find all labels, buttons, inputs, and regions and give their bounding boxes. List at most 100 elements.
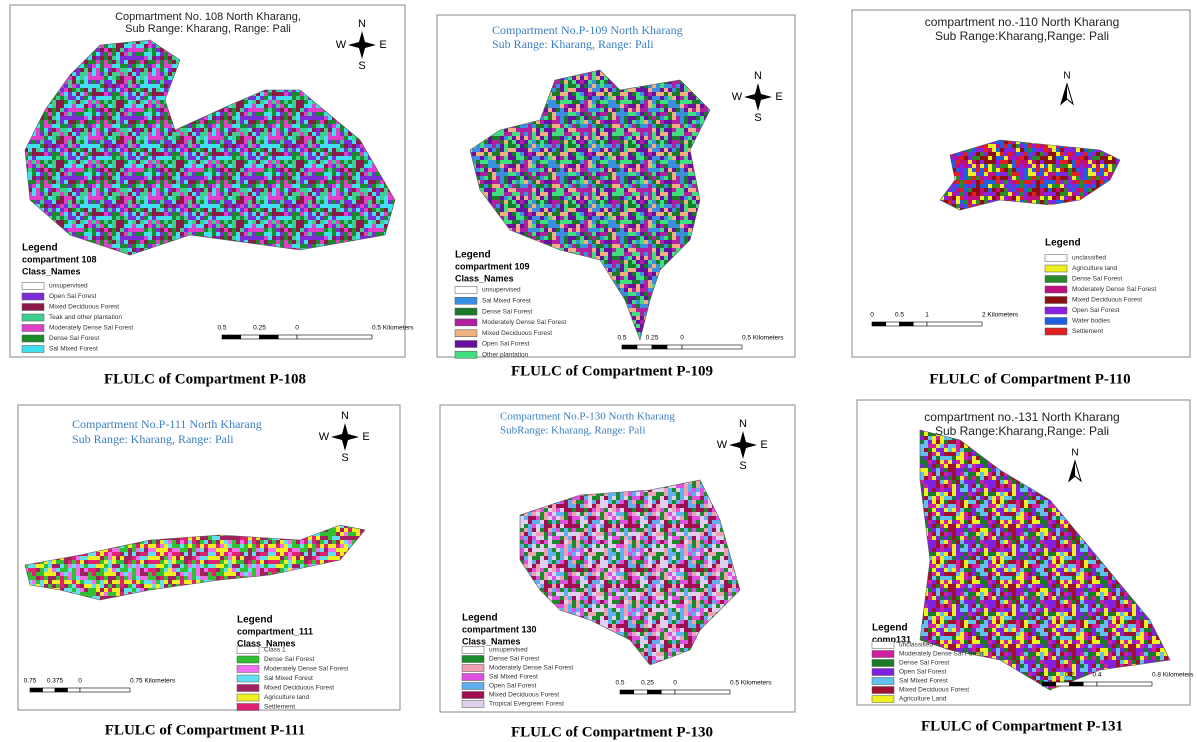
legend-swatch: [1045, 318, 1067, 325]
legend-label: Open Sal Forest: [899, 669, 947, 676]
legend-swatch: [872, 651, 894, 658]
map-title: compartment no.-131 North Kharang: [924, 410, 1119, 424]
scale-label: 2 Kilometers: [982, 312, 1019, 319]
scale-segment: [652, 345, 667, 349]
legend-label: Tropical Evergreen Forest: [489, 701, 564, 708]
scale-segment: [43, 688, 56, 692]
legend-label: Moderately Dense Sal Forest: [899, 651, 983, 658]
legend-swatch: [872, 669, 894, 676]
legend-swatch: [22, 335, 44, 342]
legend-swatch: [462, 656, 484, 663]
legend-swatch: [22, 325, 44, 332]
compass-letter: S: [358, 60, 365, 72]
scale-label: 0.25: [253, 325, 266, 332]
compass-letter: E: [775, 91, 782, 103]
scale-segment: [661, 690, 675, 694]
compass-letter: S: [754, 112, 761, 124]
legend-label: Mixed Deciduous Forest: [899, 687, 969, 694]
legend-swatch: [1045, 265, 1067, 272]
legend-swatch: [22, 314, 44, 321]
scale-segment: [241, 335, 260, 339]
scale-segment: [675, 690, 730, 694]
scale-label: 0: [295, 325, 299, 332]
legend-label: Dense Sal Forest: [489, 656, 539, 663]
scale-label: 0: [78, 678, 82, 685]
legend-swatch: [22, 346, 44, 353]
scale-segment: [1070, 682, 1084, 686]
legend-label: Moderately Dense Sal Forest: [1072, 286, 1156, 293]
legend-layer: compartment 108: [22, 254, 97, 264]
legend-label: Agriculture Land: [899, 696, 947, 703]
scale-label: 0: [1040, 672, 1044, 679]
legend-swatch: [462, 701, 484, 708]
legend-swatch: [1045, 328, 1067, 335]
legend-swatch: [237, 675, 259, 682]
legend-label: Dense Sal Forest: [899, 660, 949, 667]
caption: FLULC of Compartment P-131: [921, 718, 1123, 734]
scale-segment: [927, 322, 982, 326]
scale-label: 1: [925, 312, 929, 319]
scale-label: 0.2: [1065, 672, 1074, 679]
legend-label: Mixed Deciduous Forest: [489, 692, 559, 699]
legend-label: unclassified: [1072, 255, 1106, 262]
map-title: SubRange: Kharang, Range: Pali: [500, 425, 645, 437]
caption: FLULC of Compartment P-109: [511, 363, 713, 379]
legend-swatch: [462, 647, 484, 654]
legend-swatch: [462, 674, 484, 681]
map-panel: Compartment No.P-130 North KharangSubRan…: [440, 405, 795, 740]
caption: FLULC of Compartment P-110: [929, 371, 1130, 387]
map-title: Sub Range:Kharang,Range: Pali: [935, 424, 1109, 438]
legend-layer: compartment_111: [237, 626, 313, 636]
legend-label: Teak and other plantation: [49, 314, 122, 321]
compass-letter: N: [754, 70, 762, 82]
scale-segment: [1042, 682, 1056, 686]
map-panel: compartment no.-131 North KharangSub Ran…: [857, 400, 1194, 734]
scale-segment: [634, 690, 648, 694]
legend-label: Sal Mixed Forest: [489, 674, 538, 681]
scale-segment: [667, 345, 682, 349]
map-title: Sub Range:Kharang,Range: Pali: [935, 29, 1109, 43]
compass-letter: E: [760, 439, 767, 451]
legend-label: Moderately Dense Sal Forest: [264, 666, 348, 673]
legend-label: Moderately Dense Sal Forest: [482, 319, 566, 326]
scale-segment: [913, 322, 927, 326]
legend-label: Moderately Dense Sal Forest: [49, 325, 133, 332]
scale-segment: [30, 688, 43, 692]
map-panel: Copmartment No. 108 North Kharang,Sub Ra…: [10, 5, 414, 387]
legend-swatch: [1045, 307, 1067, 314]
scale-label: 0: [680, 335, 684, 342]
scale-label: 0.5 Kilometers: [372, 325, 414, 332]
compass-letter: W: [319, 431, 330, 443]
legend-swatch: [237, 694, 259, 701]
compass-letter: S: [341, 452, 348, 464]
legend-label: Dense Sal Forest: [482, 308, 532, 315]
caption: FLULC of Compartment P-130: [511, 724, 713, 740]
legend-label: Settlement: [1072, 328, 1103, 335]
scale-label: 0.5: [217, 325, 226, 332]
legend-label: Dense Sal Forest: [49, 335, 99, 342]
map-title: Compartment No.P-111 North Kharang: [72, 417, 262, 431]
scale-label: 0.375: [47, 678, 64, 685]
scale-segment: [648, 690, 662, 694]
figure: Copmartment No. 108 North Kharang,Sub Ra…: [0, 0, 1197, 742]
scale-segment: [622, 345, 637, 349]
scale-segment: [297, 335, 372, 339]
legend-heading: Legend: [237, 615, 273, 626]
legend-label: Sal Mixed Forest: [482, 298, 531, 305]
scale-segment: [68, 688, 81, 692]
legend-label: Other plantation: [482, 352, 529, 359]
scale-label: 0: [673, 680, 677, 687]
legend-layer: compartment 109: [455, 261, 530, 271]
map-title: compartment no.-110 North Kharang: [925, 15, 1120, 29]
legend-swatch: [455, 351, 477, 358]
scale-segment: [620, 690, 634, 694]
legend-heading: Legend: [455, 250, 491, 261]
scale-label: 0.5: [617, 335, 626, 342]
map-panel: compartment no.-110 North KharangSub Ran…: [852, 10, 1190, 387]
legend-label: unsupervised: [49, 283, 88, 290]
map-title: Sub Range: Kharang, Range: Pali: [125, 23, 291, 35]
legend-swatch: [455, 297, 477, 304]
legend-swatch: [462, 665, 484, 672]
scale-segment: [1097, 682, 1152, 686]
scale-segment: [222, 335, 241, 339]
